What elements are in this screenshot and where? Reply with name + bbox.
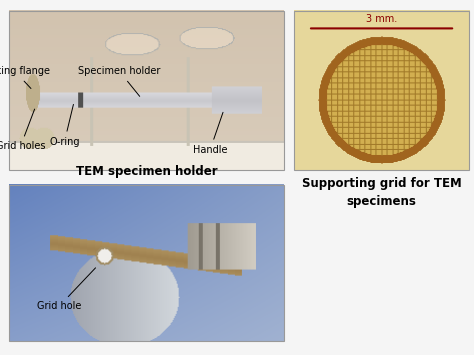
Bar [9,185,284,341]
Text: Grid hole: Grid hole [37,268,96,311]
Bar [294,11,469,170]
Text: O-ring: O-ring [49,104,80,147]
Text: Supporting grid for TEM
specimens: Supporting grid for TEM specimens [301,178,462,208]
Text: 3 mm.: 3 mm. [366,14,397,24]
Text: Specimen holder: Specimen holder [78,66,161,96]
Text: Locking flange: Locking flange [0,66,50,88]
Bar [9,11,284,170]
Text: Grid holes: Grid holes [0,109,45,152]
Text: TEM specimen holder: TEM specimen holder [76,164,218,178]
Text: Handle: Handle [193,112,228,155]
